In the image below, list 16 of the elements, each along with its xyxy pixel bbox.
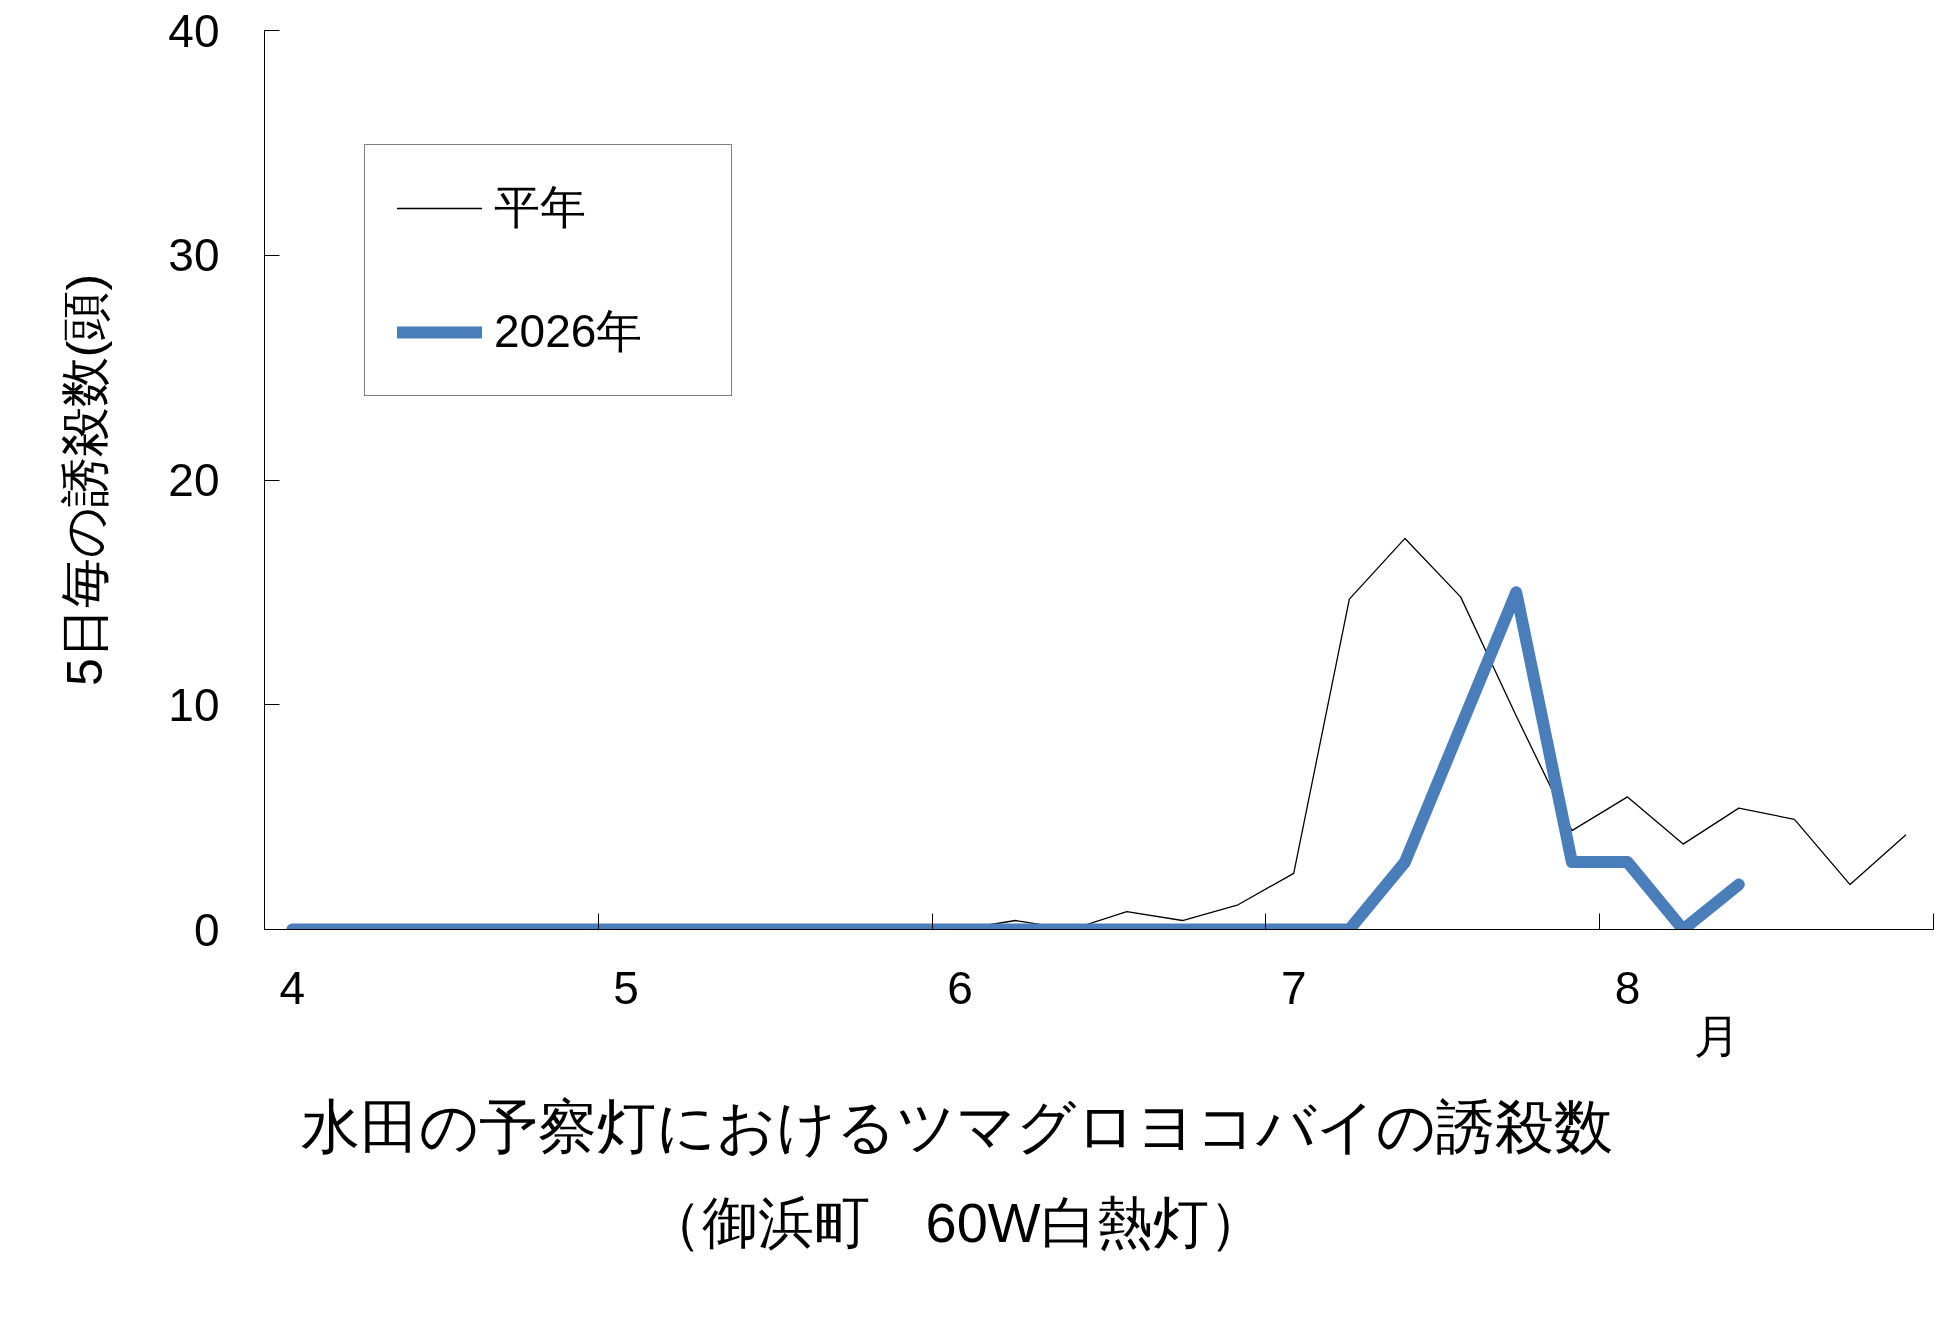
y-tick-label: 30 [168, 229, 220, 282]
legend-label: 平年 [494, 180, 587, 235]
x-tick-label: 6 [947, 961, 973, 1014]
text: 水田の予察灯におけるツマグロヨコバイの誘殺数 [300, 1093, 1613, 1160]
y-tick-label: 0 [193, 903, 220, 956]
x-tick-label: 8 [1614, 961, 1641, 1014]
x-tick-label: 5 [613, 961, 639, 1014]
text: （御浜町 60W白熱灯） [645, 1190, 1265, 1254]
y-tick-label: 20 [168, 454, 220, 506]
y-axis-title: 5日毎の誘殺数(頭) [57, 273, 114, 687]
y-tick-label: 40 [168, 4, 220, 57]
x-tick-label: 7 [1280, 961, 1307, 1014]
x-axis-title: 月 [1693, 1009, 1740, 1062]
y-tick-label: 10 [168, 678, 220, 731]
legend-label: 2026年 [494, 304, 644, 359]
x-tick-label: 4 [279, 961, 306, 1014]
